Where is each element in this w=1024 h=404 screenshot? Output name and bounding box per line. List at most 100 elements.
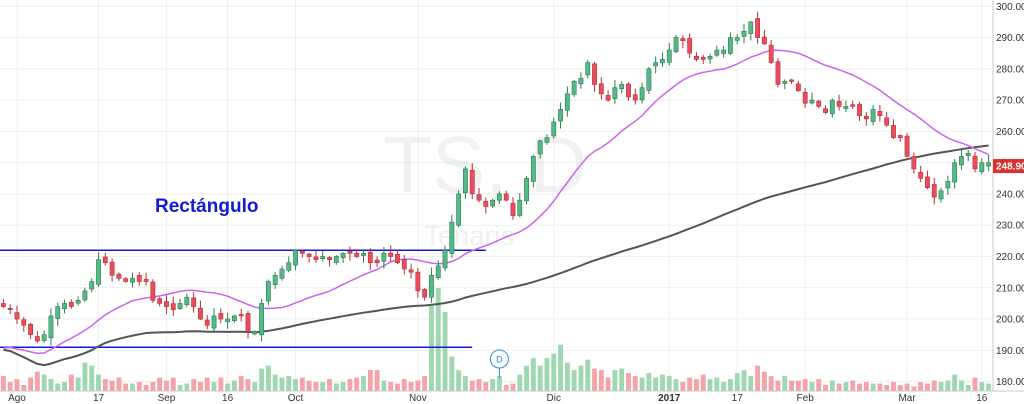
candle bbox=[571, 79, 577, 97]
volume-bar bbox=[320, 382, 326, 391]
candle bbox=[857, 101, 862, 121]
volume-bar bbox=[653, 377, 659, 391]
moving-average-long bbox=[3, 144, 989, 367]
volume-bar bbox=[979, 382, 985, 391]
volume-bar bbox=[490, 379, 496, 391]
x-tick-label: 17 bbox=[93, 393, 105, 404]
volume-bar bbox=[41, 374, 47, 391]
candle bbox=[116, 272, 122, 281]
candle bbox=[544, 134, 550, 145]
volume-bar bbox=[755, 365, 761, 391]
volume-bar bbox=[680, 382, 686, 391]
candle bbox=[823, 105, 828, 115]
candle bbox=[96, 252, 101, 287]
volume-bar bbox=[279, 377, 285, 391]
candle bbox=[211, 308, 217, 333]
volume-bar bbox=[157, 377, 163, 391]
volume-bar bbox=[184, 383, 190, 391]
volume-bar bbox=[340, 382, 346, 391]
candle bbox=[191, 292, 197, 313]
volume-bar bbox=[836, 383, 842, 391]
candle bbox=[660, 52, 665, 67]
candle bbox=[21, 316, 27, 332]
candle bbox=[564, 86, 570, 117]
y-tick-label: 240.00 bbox=[996, 189, 1024, 200]
candle bbox=[877, 105, 883, 122]
candle bbox=[612, 80, 618, 104]
volume-bar bbox=[829, 380, 835, 391]
candle bbox=[218, 308, 224, 324]
candle bbox=[592, 61, 597, 92]
candle bbox=[755, 11, 760, 44]
volume-bar bbox=[687, 377, 693, 391]
candle bbox=[483, 197, 489, 214]
candle bbox=[442, 245, 448, 272]
candle bbox=[130, 272, 135, 288]
volume-bar bbox=[700, 374, 706, 391]
candle bbox=[741, 23, 747, 44]
volume-bar bbox=[646, 373, 652, 391]
candle bbox=[232, 314, 237, 323]
x-tick-label: 16 bbox=[222, 393, 234, 404]
candle bbox=[530, 154, 536, 188]
candle bbox=[265, 279, 271, 306]
dividend-marker[interactable]: D bbox=[489, 349, 509, 378]
volume-bar bbox=[925, 383, 930, 391]
candle bbox=[843, 100, 849, 112]
x-tick-label: 17 bbox=[732, 393, 744, 404]
candle bbox=[714, 45, 720, 57]
candle bbox=[918, 165, 924, 183]
candle bbox=[136, 272, 142, 286]
volume-bar bbox=[143, 385, 149, 391]
candle bbox=[510, 197, 516, 220]
volume-bar bbox=[286, 376, 292, 391]
candle bbox=[891, 119, 896, 140]
candle bbox=[585, 59, 591, 79]
volume-bar bbox=[564, 362, 570, 391]
volume-bar bbox=[891, 382, 896, 391]
candle bbox=[945, 175, 951, 195]
candle bbox=[456, 190, 462, 228]
candle bbox=[157, 296, 163, 307]
volume-bar bbox=[958, 380, 964, 391]
volume-bar bbox=[768, 376, 774, 391]
volume-bar bbox=[75, 377, 81, 391]
candle bbox=[109, 258, 115, 282]
price-axis[interactable] bbox=[992, 0, 1024, 391]
volume-bar bbox=[197, 382, 203, 391]
grid bbox=[0, 0, 992, 391]
volume-bar bbox=[632, 376, 638, 391]
candle bbox=[537, 139, 543, 159]
volume-bar bbox=[911, 386, 917, 391]
candle bbox=[374, 256, 380, 268]
candle bbox=[415, 268, 421, 298]
volume-bar bbox=[177, 385, 183, 391]
candle bbox=[177, 298, 183, 310]
candle bbox=[904, 132, 910, 158]
candle bbox=[34, 330, 40, 343]
volume-bar bbox=[313, 382, 319, 391]
x-tick-label: Ago bbox=[8, 393, 26, 404]
candle bbox=[687, 33, 693, 58]
volume-bar bbox=[761, 371, 767, 391]
volume-bar bbox=[571, 370, 577, 391]
y-tick-label: 230.00 bbox=[996, 221, 1024, 232]
candle bbox=[761, 29, 767, 45]
candle bbox=[408, 263, 414, 279]
candle bbox=[496, 191, 502, 205]
candle bbox=[829, 98, 835, 118]
candle bbox=[673, 34, 679, 54]
candle bbox=[327, 255, 332, 267]
y-tick-label: 210.00 bbox=[996, 283, 1024, 294]
volume-bar bbox=[252, 382, 258, 391]
candle bbox=[626, 82, 631, 101]
volume-bar bbox=[109, 380, 115, 391]
volume-bar bbox=[96, 374, 101, 391]
volume-bar bbox=[265, 365, 271, 391]
x-tick-label: Oct bbox=[288, 393, 304, 404]
candle bbox=[863, 112, 869, 126]
candle bbox=[517, 193, 523, 218]
volume-bar bbox=[14, 379, 20, 391]
volume-bar bbox=[204, 377, 210, 391]
